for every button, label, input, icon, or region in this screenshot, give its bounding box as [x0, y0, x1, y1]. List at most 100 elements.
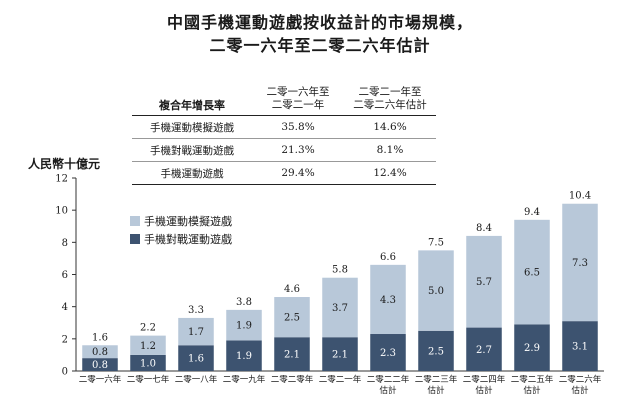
- data-label-simulation: 0.8: [92, 347, 108, 358]
- x-tick-label: 二零一六年: [79, 374, 122, 385]
- data-label-simulation: 1.9: [236, 321, 252, 332]
- bar-battle: [514, 324, 550, 371]
- data-label-simulation: 3.7: [332, 303, 348, 314]
- y-tick-label: 0: [62, 367, 68, 378]
- legend-label-simulation: 手機運動模擬遊戲: [144, 215, 232, 228]
- bar-simulation: [130, 335, 166, 355]
- cagr-period1-header: 二零一六年至 二零二一年: [252, 78, 344, 116]
- x-tick-label: 二零二六年: [559, 374, 602, 385]
- x-tick-label: 估計: [475, 385, 493, 396]
- chart-title-line1: 中國手機運動遊戲按收益計的市場規模，: [166, 13, 473, 32]
- cagr-table: 複合年增長率 二零一六年至 二零二一年 二零二一年至 二零二六年估計 手機運動模…: [132, 78, 436, 185]
- data-label-total: 9.4: [524, 207, 540, 218]
- data-label-total: 3.8: [236, 297, 252, 308]
- y-tick-label: 8: [62, 238, 68, 249]
- cagr-row-label: 手機運動模擬遊戲: [132, 115, 252, 139]
- data-label-simulation: 1.7: [188, 327, 204, 338]
- data-label-simulation: 7.3: [572, 258, 588, 269]
- x-tick-label: 二零二二年: [367, 374, 410, 385]
- cagr-value: 21.3%: [252, 138, 344, 162]
- data-label-simulation: 1.2: [140, 341, 156, 352]
- y-tick-label: 12: [55, 174, 68, 185]
- data-label-total: 8.4: [476, 223, 492, 234]
- data-label-battle: 1.0: [140, 358, 156, 369]
- data-label-total: 4.6: [284, 284, 300, 295]
- data-label-total: 10.4: [569, 191, 591, 202]
- data-label-battle: 0.8: [92, 360, 108, 371]
- cagr-row-label: 手機對戰運動遊戲: [132, 138, 252, 162]
- bar-battle: [370, 334, 406, 371]
- x-tick-label: 二零一九年: [223, 374, 266, 385]
- cagr-value: 14.6%: [344, 115, 436, 139]
- x-tick-label: 二零二四年: [463, 374, 506, 385]
- bar-simulation: [82, 345, 118, 359]
- data-label-battle: 2.3: [380, 348, 396, 359]
- bar-simulation: [418, 250, 454, 331]
- data-label-total: 6.6: [380, 252, 396, 263]
- data-label-battle: 1.6: [188, 354, 204, 365]
- data-label-total: 5.8: [332, 265, 348, 276]
- data-label-simulation: 6.5: [524, 268, 540, 279]
- bar-battle: [82, 358, 118, 371]
- bar-battle: [418, 330, 454, 371]
- legend-label-battle: 手機對戰運動遊戲: [144, 233, 232, 246]
- y-tick-label: 4: [62, 302, 68, 313]
- cagr-row-simulation: 手機運動模擬遊戲 35.8% 14.6%: [132, 115, 436, 139]
- data-label-battle: 3.1: [572, 342, 588, 353]
- x-tick-label: 二零一八年: [175, 374, 218, 385]
- bar-battle: [178, 345, 214, 371]
- cagr-period1-line1: 二零一六年至: [266, 86, 330, 98]
- data-label-simulation: 4.3: [380, 295, 396, 306]
- cagr-row-battle: 手機對戰運動遊戲 21.3% 8.1%: [132, 138, 436, 162]
- cagr-value: 8.1%: [344, 138, 436, 162]
- cagr-period2-line1: 二零二一年至: [358, 86, 422, 98]
- data-label-battle: 2.7: [476, 345, 492, 356]
- x-tick-label: 二零二零年: [271, 374, 314, 385]
- y-tick-label: 10: [55, 206, 68, 217]
- bar-simulation: [322, 277, 358, 338]
- x-tick-label: 二零一七年: [127, 374, 170, 385]
- data-label-total: 1.6: [92, 332, 108, 343]
- data-label-total: 7.5: [428, 237, 444, 248]
- cagr-value: 35.8%: [252, 115, 344, 139]
- bar-simulation: [226, 309, 262, 341]
- cagr-period2-line2: 二零二六年估計: [353, 99, 427, 111]
- y-axis-unit-label: 人民幣十億元: [28, 157, 101, 171]
- bar-simulation: [178, 317, 214, 346]
- bar-battle: [274, 337, 310, 371]
- cagr-header-label: 複合年增長率: [132, 78, 252, 116]
- data-label-battle: 1.9: [236, 351, 252, 362]
- x-tick-label: 估計: [427, 385, 445, 396]
- x-tick-label: 估計: [571, 385, 589, 396]
- bar-battle: [226, 340, 262, 371]
- bar-simulation: [274, 297, 310, 338]
- cagr-value: 12.4%: [344, 161, 436, 185]
- data-label-battle: 2.9: [524, 343, 540, 354]
- bar-battle: [562, 321, 598, 371]
- y-tick-label: 2: [62, 334, 68, 345]
- x-tick-label: 估計: [523, 385, 541, 396]
- data-label-battle: 2.1: [332, 350, 348, 361]
- bar-simulation: [370, 264, 406, 335]
- bar-battle: [322, 337, 358, 371]
- x-tick-label: 二零二三年: [415, 374, 458, 385]
- cagr-period2-header: 二零二一年至 二零二六年估計: [344, 78, 436, 116]
- cagr-period1-line2: 二零二一年: [271, 99, 325, 111]
- data-label-simulation: 2.5: [284, 313, 300, 324]
- cagr-value: 29.4%: [252, 161, 344, 185]
- data-label-total: 3.3: [188, 305, 204, 316]
- cagr-header-row: 複合年增長率 二零一六年至 二零二一年 二零二一年至 二零二六年估計: [132, 78, 436, 116]
- y-tick-label: 6: [62, 270, 68, 281]
- legend-swatch-simulation: [130, 216, 140, 226]
- data-label-simulation: 5.7: [476, 277, 492, 288]
- data-label-battle: 2.1: [284, 350, 300, 361]
- cagr-row-label: 手機運動遊戲: [132, 161, 252, 185]
- data-label-battle: 2.5: [428, 346, 444, 357]
- x-tick-label: 二零二五年: [511, 374, 554, 385]
- bar-simulation: [466, 235, 502, 328]
- cagr-row-total: 手機運動遊戲 29.4% 12.4%: [132, 161, 436, 185]
- bar-simulation: [514, 219, 550, 325]
- bar-simulation: [562, 203, 598, 322]
- x-tick-label: 估計: [379, 385, 397, 396]
